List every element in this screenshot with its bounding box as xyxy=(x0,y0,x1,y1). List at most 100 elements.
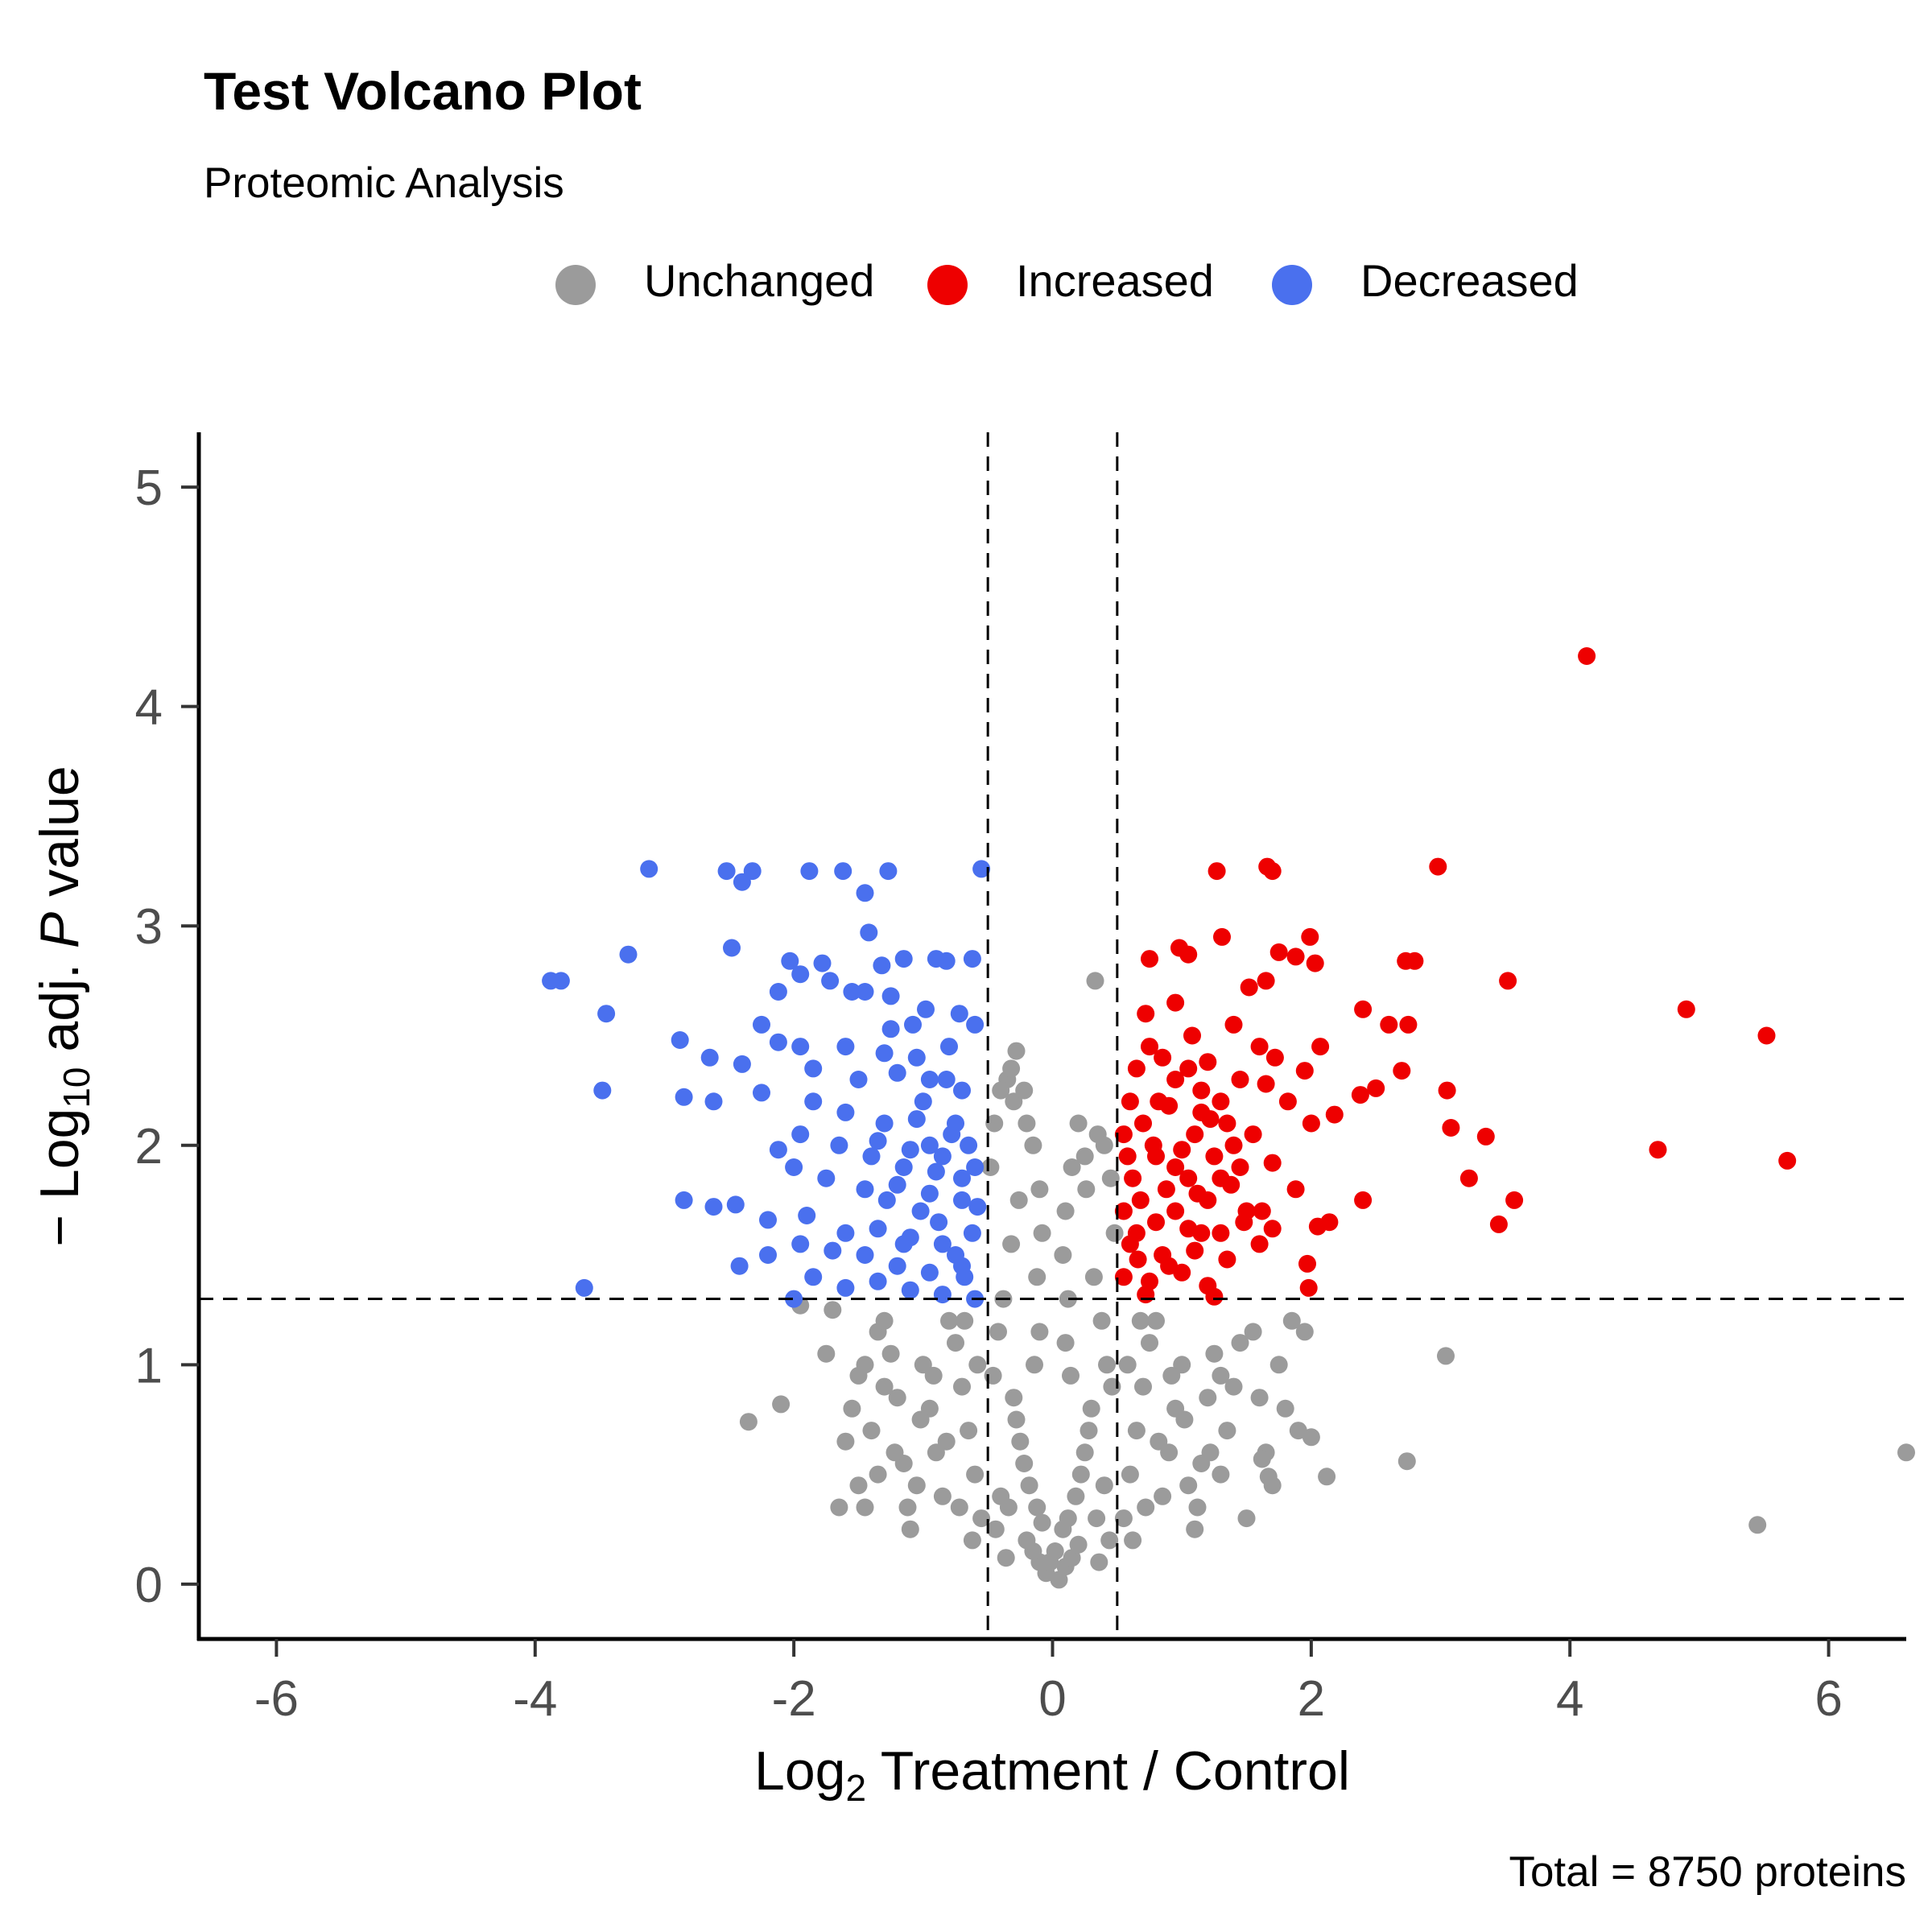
point-unchanged xyxy=(1186,1520,1204,1538)
point-unchanged xyxy=(1101,1169,1120,1187)
point-unchanged xyxy=(1075,1443,1094,1462)
point-increased xyxy=(1124,1169,1142,1187)
point-unchanged xyxy=(1141,1334,1158,1352)
x-ticks: -6 -4 -2 0 2 4 6 xyxy=(254,1639,1843,1727)
point-decreased xyxy=(785,1158,803,1176)
point-increased xyxy=(1354,1191,1373,1209)
point-increased xyxy=(1302,1114,1320,1133)
point-decreased xyxy=(753,1015,770,1034)
point-unchanged xyxy=(1118,1356,1137,1374)
point-increased xyxy=(1295,1062,1314,1080)
point-unchanged xyxy=(1188,1498,1207,1517)
point-decreased xyxy=(953,1191,971,1209)
x-tick-label: 4 xyxy=(1556,1671,1583,1727)
point-decreased xyxy=(769,983,787,1001)
point-unchanged xyxy=(966,1465,985,1484)
point-unchanged xyxy=(1098,1356,1116,1374)
point-decreased xyxy=(717,862,736,881)
point-increased xyxy=(1489,1215,1508,1233)
point-decreased xyxy=(933,1147,952,1166)
point-decreased xyxy=(804,1092,823,1111)
point-decreased xyxy=(917,1000,935,1018)
point-unchanged xyxy=(1302,1428,1320,1447)
point-decreased xyxy=(675,1191,693,1209)
point-unchanged xyxy=(1100,1531,1119,1550)
point-decreased xyxy=(813,954,832,972)
point-decreased xyxy=(862,1147,881,1166)
point-decreased xyxy=(849,1071,868,1088)
point-unchanged xyxy=(972,1509,991,1528)
point-unchanged xyxy=(986,1520,1005,1538)
point-increased xyxy=(1406,952,1424,970)
chart-subtitle: Proteomic Analysis xyxy=(204,159,564,207)
point-increased xyxy=(1127,1224,1146,1242)
point-unchanged xyxy=(1002,1059,1021,1078)
point-unchanged xyxy=(1212,1366,1230,1385)
point-unchanged xyxy=(862,1422,881,1440)
point-decreased xyxy=(933,1286,952,1304)
point-unchanged xyxy=(1069,1114,1088,1133)
point-increased xyxy=(1160,1257,1179,1275)
point-increased xyxy=(1354,1000,1373,1018)
point-increased xyxy=(1179,945,1198,964)
x-tick-label: -6 xyxy=(254,1671,299,1727)
point-unchanged xyxy=(1011,1432,1030,1451)
legend-label-decreased: Decreased xyxy=(1360,255,1579,306)
point-unchanged xyxy=(1137,1498,1155,1517)
point-increased xyxy=(1129,1250,1147,1269)
point-unchanged xyxy=(1009,1191,1028,1209)
point-decreased xyxy=(920,1184,939,1203)
point-decreased xyxy=(671,1031,689,1049)
point-decreased xyxy=(759,1246,777,1264)
y-tick-label: 2 xyxy=(135,1119,163,1174)
legend-label-unchanged: Unchanged xyxy=(644,255,874,306)
point-increased xyxy=(1147,1213,1165,1232)
chart-title: Test Volcano Plot xyxy=(204,61,642,121)
legend-key-decreased xyxy=(1272,265,1312,305)
point-decreased xyxy=(956,1268,974,1286)
point-unchanged xyxy=(1015,1455,1034,1472)
point-unchanged xyxy=(1088,1509,1106,1528)
point-unchanged xyxy=(1201,1443,1220,1462)
point-unchanged xyxy=(1124,1531,1142,1550)
point-decreased xyxy=(723,939,741,957)
point-unchanged xyxy=(968,1356,987,1374)
point-unchanged xyxy=(1075,1147,1094,1166)
point-increased xyxy=(1121,1092,1139,1111)
point-decreased xyxy=(950,1005,968,1023)
point-increased xyxy=(1137,1286,1155,1304)
point-decreased xyxy=(875,1044,894,1063)
point-unchanged xyxy=(1018,1114,1036,1133)
point-increased xyxy=(1235,1213,1253,1232)
point-decreased xyxy=(785,1290,803,1308)
point-decreased xyxy=(968,1198,987,1216)
point-decreased xyxy=(947,1246,964,1264)
point-decreased xyxy=(894,1235,913,1253)
point-decreased xyxy=(966,1158,985,1176)
point-unchanged xyxy=(1269,1356,1288,1374)
point-decreased xyxy=(836,1038,855,1056)
point-increased xyxy=(1150,1092,1168,1111)
point-increased xyxy=(1218,1114,1236,1133)
point-decreased xyxy=(953,1081,971,1100)
point-unchanged xyxy=(1005,1092,1023,1111)
point-increased xyxy=(1578,647,1596,665)
point-unchanged xyxy=(1244,1323,1262,1341)
point-unchanged xyxy=(1030,1323,1049,1341)
point-unchanged xyxy=(1054,1246,1072,1264)
point-unchanged xyxy=(1007,1042,1026,1060)
point-decreased xyxy=(860,923,878,942)
point-unchanged xyxy=(1018,1531,1036,1550)
point-decreased xyxy=(836,1278,855,1297)
x-tick-label: -2 xyxy=(772,1671,816,1727)
point-decreased xyxy=(804,1059,823,1078)
point-unchanged xyxy=(836,1432,855,1451)
point-unchanged xyxy=(1282,1311,1301,1330)
point-decreased xyxy=(791,1235,810,1253)
point-increased xyxy=(1114,1268,1133,1286)
point-decreased xyxy=(856,983,874,1001)
point-unchanged xyxy=(1127,1422,1146,1440)
legend: Unchanged Increased Decreased xyxy=(555,255,1579,306)
point-unchanged xyxy=(985,1114,1004,1133)
point-decreased xyxy=(675,1088,693,1106)
